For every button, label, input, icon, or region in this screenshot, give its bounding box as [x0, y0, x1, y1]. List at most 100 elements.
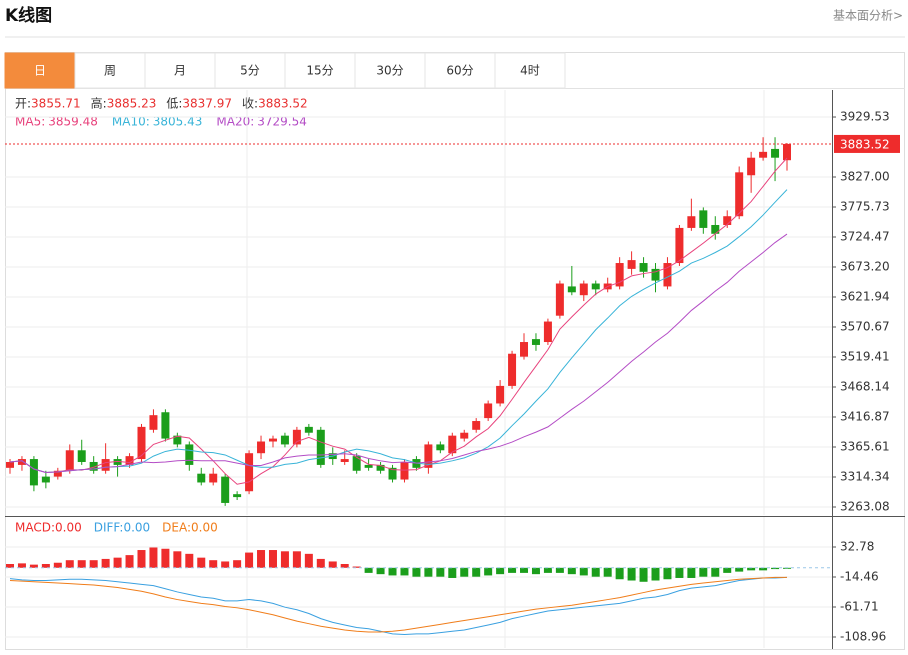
- tab-label[interactable]: 日: [34, 64, 46, 78]
- ma-line: [9, 233, 788, 474]
- candle-body: [113, 459, 122, 465]
- macd-bar: [340, 564, 349, 568]
- macd-bar: [771, 567, 780, 570]
- candle-body: [663, 263, 672, 287]
- tab[interactable]: [284, 52, 356, 89]
- candle-body: [699, 210, 708, 228]
- macd-bar: [65, 560, 74, 568]
- tab-label[interactable]: 5分: [240, 64, 260, 78]
- macd-bar: [388, 567, 397, 576]
- ma-line: [9, 189, 788, 474]
- y-tick-label: 3621.94: [840, 290, 890, 304]
- legend-label: MACD:: [15, 521, 55, 535]
- macd-bar: [137, 550, 146, 568]
- candle-body: [316, 429, 325, 465]
- macd-bar: [185, 553, 194, 568]
- macd-bar: [316, 558, 325, 568]
- candle-body: [77, 450, 86, 462]
- candle-body: [185, 444, 194, 465]
- candle-body: [639, 263, 648, 272]
- candle-body: [340, 459, 349, 462]
- candle-body: [376, 464, 385, 471]
- macd-bar: [125, 555, 134, 568]
- macd-bar: [364, 567, 373, 573]
- candle-body: [125, 456, 134, 465]
- y-tick-label: -61.71: [840, 599, 879, 613]
- macd-bar: [113, 557, 122, 568]
- candle-body: [747, 157, 756, 176]
- tab-label[interactable]: 月: [174, 64, 186, 78]
- macd-bar: [304, 553, 313, 568]
- tab-label[interactable]: 60分: [446, 64, 473, 78]
- candle-body: [555, 283, 564, 316]
- macd-bar: [555, 567, 564, 573]
- macd-bar: [53, 562, 62, 568]
- candle-body: [400, 461, 409, 480]
- info-value: 3883.52: [258, 97, 308, 111]
- macd-bar: [747, 567, 756, 571]
- tab-label[interactable]: 周: [104, 64, 116, 78]
- info-label: 收:: [242, 97, 258, 111]
- macd-bar: [257, 550, 266, 568]
- candle-body: [460, 432, 469, 439]
- tab-label[interactable]: 30分: [376, 64, 403, 78]
- last-price-label: 3883.52: [840, 137, 890, 151]
- macd-bar: [161, 548, 170, 568]
- macd-bar: [412, 567, 421, 577]
- candle-body: [520, 342, 529, 357]
- tab[interactable]: [424, 52, 496, 89]
- candle-body: [484, 403, 493, 419]
- candle-body: [448, 435, 457, 454]
- candle-body: [197, 473, 206, 483]
- tab[interactable]: [214, 52, 286, 89]
- candle-body: [41, 476, 50, 483]
- macd-bar: [6, 564, 14, 568]
- y-tick-label: 3365.61: [840, 439, 890, 453]
- macd-bar: [400, 567, 409, 576]
- macd-bar: [89, 560, 98, 568]
- candle-body: [496, 385, 505, 404]
- macd-bar: [268, 550, 277, 568]
- candle-body: [101, 459, 110, 471]
- macd-bar: [508, 567, 517, 573]
- y-tick-label: 3929.53: [840, 110, 890, 124]
- legend-label: DEA:: [162, 521, 191, 535]
- macd-bar: [543, 567, 552, 573]
- last-price-box: [834, 134, 900, 153]
- macd-bar: [17, 563, 26, 568]
- candle-body: [627, 260, 636, 269]
- macd-bar: [484, 567, 493, 576]
- info-label: 开:: [15, 97, 31, 111]
- macd-bar: [41, 564, 50, 568]
- macd-bar: [663, 567, 672, 580]
- macd-bar: [101, 558, 110, 568]
- macd-bar: [627, 567, 636, 581]
- link[interactable]: 基本面分析>: [833, 9, 903, 23]
- candle-body: [424, 444, 433, 468]
- candle-body: [209, 473, 218, 483]
- macd-bar: [615, 567, 624, 580]
- macd-bar: [591, 567, 600, 577]
- candle-body: [436, 444, 445, 451]
- legend-label: MA20:: [216, 115, 254, 129]
- macd-line: [9, 576, 787, 633]
- candle-body: [615, 263, 624, 287]
- candle-body: [735, 172, 744, 217]
- macd-bar: [460, 567, 469, 577]
- candle-body: [759, 151, 768, 158]
- macd-bar: [759, 567, 768, 571]
- candle-body: [137, 426, 146, 460]
- tab[interactable]: [354, 52, 426, 89]
- tab-label[interactable]: 4时: [520, 64, 540, 78]
- candle-body: [579, 283, 588, 296]
- info-value: 3837.97: [182, 97, 232, 111]
- tab[interactable]: [144, 52, 216, 89]
- candle-body: [783, 143, 791, 161]
- candle-body: [591, 283, 600, 290]
- tab[interactable]: [4, 52, 76, 89]
- tab-label[interactable]: 15分: [306, 64, 333, 78]
- macd-bar: [173, 551, 182, 568]
- tab[interactable]: [494, 52, 566, 89]
- legend-label: MA5:: [15, 115, 45, 129]
- y-tick-label: 3827.00: [840, 170, 890, 184]
